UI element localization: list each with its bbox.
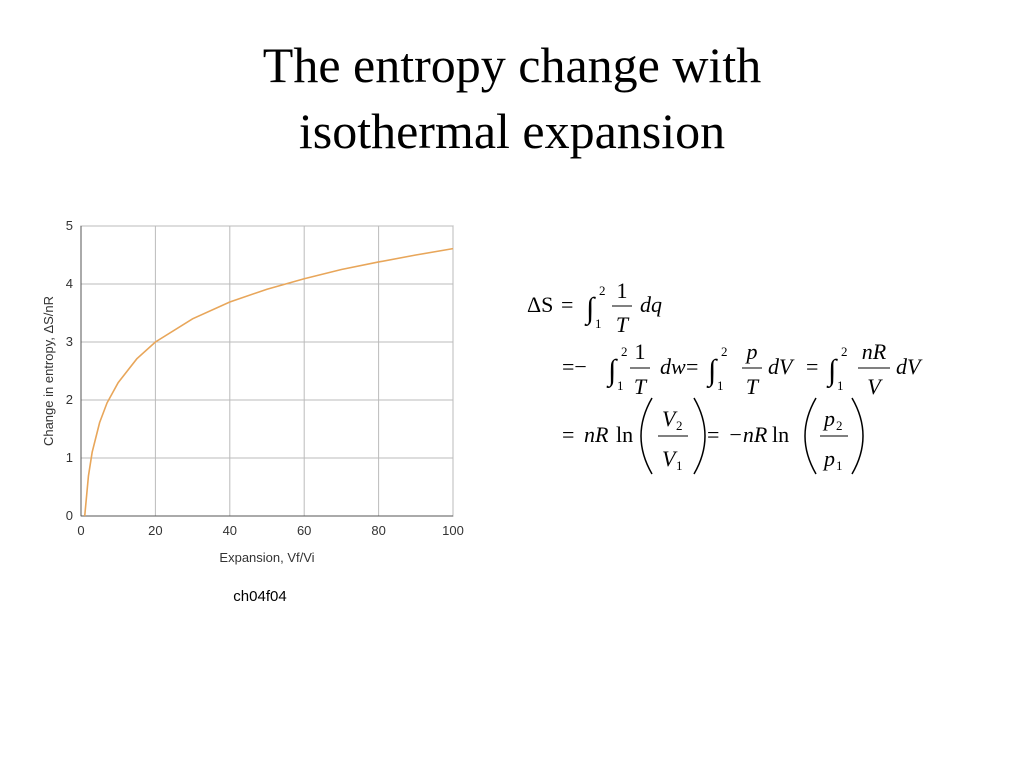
- y-tick-label: 3: [66, 334, 73, 349]
- eq-token: dw: [660, 354, 686, 379]
- eq-token: p: [822, 446, 835, 471]
- chart: 0 20 40 60 80 100 0 1 2 3 4 5 Expansion, Vf/Vi Change…: [41, 218, 464, 565]
- eq-token: 1: [717, 378, 724, 393]
- y-tick-label: 5: [66, 218, 73, 233]
- x-tick-label: 20: [148, 523, 162, 538]
- eq-token: V: [867, 374, 883, 399]
- eq-token: 2: [841, 344, 848, 359]
- eq-token: 1: [836, 458, 843, 473]
- eq-token: −nR: [728, 422, 768, 447]
- eq-token: V: [662, 406, 678, 431]
- eq-token: =: [806, 354, 818, 379]
- eq-token: T: [616, 312, 630, 337]
- eq-token: ln: [772, 422, 789, 447]
- eq-token: dV: [768, 354, 795, 379]
- data-line: [83, 247, 454, 517]
- eq-token: dq: [640, 292, 662, 317]
- eq-token: V: [662, 446, 678, 471]
- eq-token: 2: [621, 344, 628, 359]
- x-tick-label: 100: [442, 523, 464, 538]
- y-tick-label: 1: [66, 450, 73, 465]
- eq-token: 1: [617, 378, 624, 393]
- eq-token: 1: [635, 339, 646, 364]
- eq-token: 1: [676, 458, 683, 473]
- paren: [804, 397, 817, 475]
- eq-token: ∫: [606, 354, 618, 389]
- eq-token: p: [822, 406, 835, 431]
- paren: [851, 397, 864, 475]
- eq-token: 1: [837, 378, 844, 393]
- eq-token: =: [561, 292, 573, 317]
- eq-token: 1: [595, 316, 602, 331]
- eq-token: T: [634, 374, 648, 399]
- eq-token: =: [686, 354, 698, 379]
- x-tick-label: 80: [371, 523, 385, 538]
- eq-token: ∫: [826, 354, 838, 389]
- eq-token: 2: [599, 283, 606, 298]
- eq-token: 2: [836, 418, 843, 433]
- x-tick-label: 0: [77, 523, 84, 538]
- eq-token: nR: [862, 339, 887, 364]
- plot-area: [80, 225, 454, 517]
- paren: [693, 397, 706, 475]
- caption: ch04f04: [233, 588, 286, 605]
- eq-token: T: [746, 374, 760, 399]
- eq-token: nR: [584, 422, 609, 447]
- y-axis-label: Change in entropy, ΔS/nR: [41, 296, 56, 446]
- eq-token: ΔS: [527, 292, 553, 317]
- x-tick-label: 60: [297, 523, 311, 538]
- eq-token: dV: [896, 354, 923, 379]
- y-tick-label: 4: [66, 276, 73, 291]
- eq-token: ∫: [706, 354, 718, 389]
- eq-token: p: [745, 339, 758, 364]
- eq-token: =: [707, 422, 719, 447]
- y-tick-label: 0: [66, 508, 73, 523]
- eq-token: 2: [676, 418, 683, 433]
- eq-token: =−: [562, 354, 587, 379]
- eq-token: 1: [617, 278, 628, 303]
- x-tick-label: 40: [223, 523, 237, 538]
- eq-token: 2: [721, 344, 728, 359]
- eq-token: ln: [616, 422, 633, 447]
- eq-token: ∫: [584, 292, 596, 327]
- equation: ΔS = ∫ 2 1 1 T dq =− ∫ 2 1 1 T dw = ∫ 2 …: [527, 278, 923, 475]
- eq-token: =: [562, 422, 574, 447]
- title-line-1: The entropy change with isothermal expans…: [263, 37, 761, 159]
- y-tick-label: 2: [66, 392, 73, 407]
- x-axis-label: Expansion, Vf/Vi: [219, 550, 314, 565]
- paren: [640, 397, 653, 475]
